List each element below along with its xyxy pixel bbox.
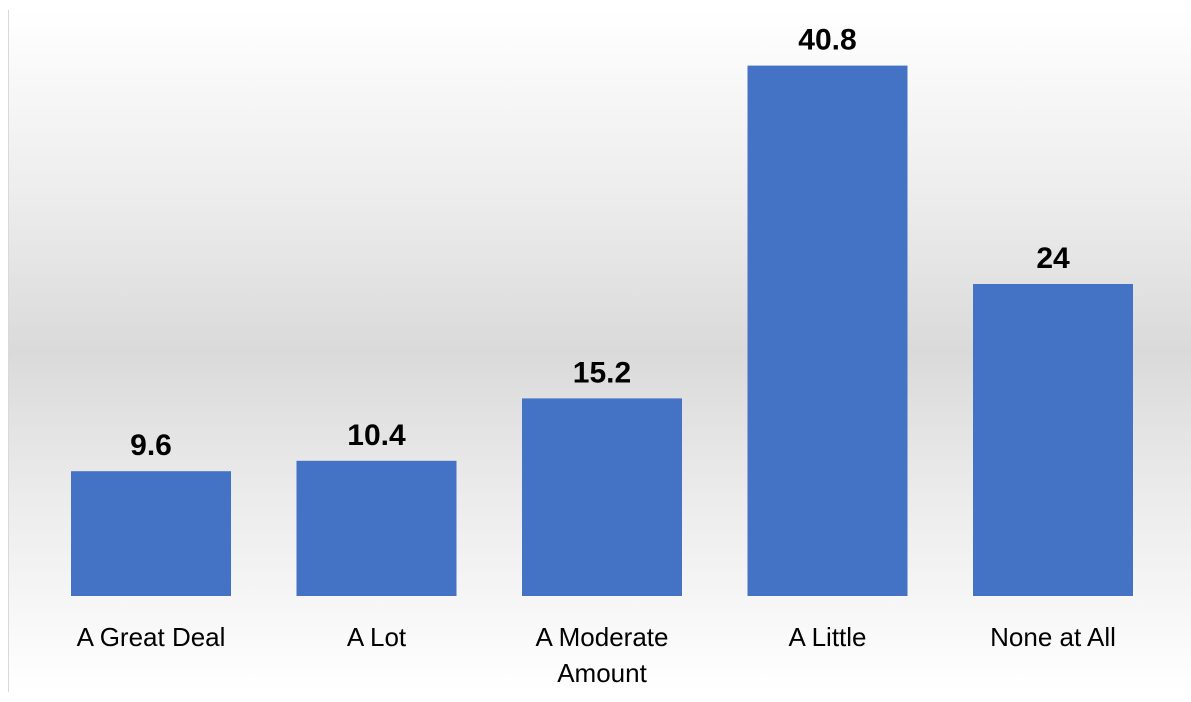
data-label-1: 10.4: [347, 419, 406, 452]
category-label-2: A Moderate Amount: [536, 622, 669, 688]
category-label-0: A Great Deal: [77, 622, 226, 652]
bar-2: [522, 398, 682, 596]
bar-1: [296, 460, 457, 596]
bar-0: [71, 471, 231, 596]
category-label-4: None at All: [990, 622, 1116, 652]
category-label-1: A Lot: [347, 622, 407, 652]
category-label-3: A Little: [788, 622, 866, 652]
data-label-3: 40.8: [798, 24, 856, 57]
chart-border: [8, 10, 9, 692]
bar-3: [747, 65, 908, 597]
data-label-4: 24: [1036, 242, 1070, 275]
data-label-2: 15.2: [573, 356, 631, 389]
data-label-0: 9.6: [130, 429, 172, 462]
bar-4: [973, 284, 1133, 596]
